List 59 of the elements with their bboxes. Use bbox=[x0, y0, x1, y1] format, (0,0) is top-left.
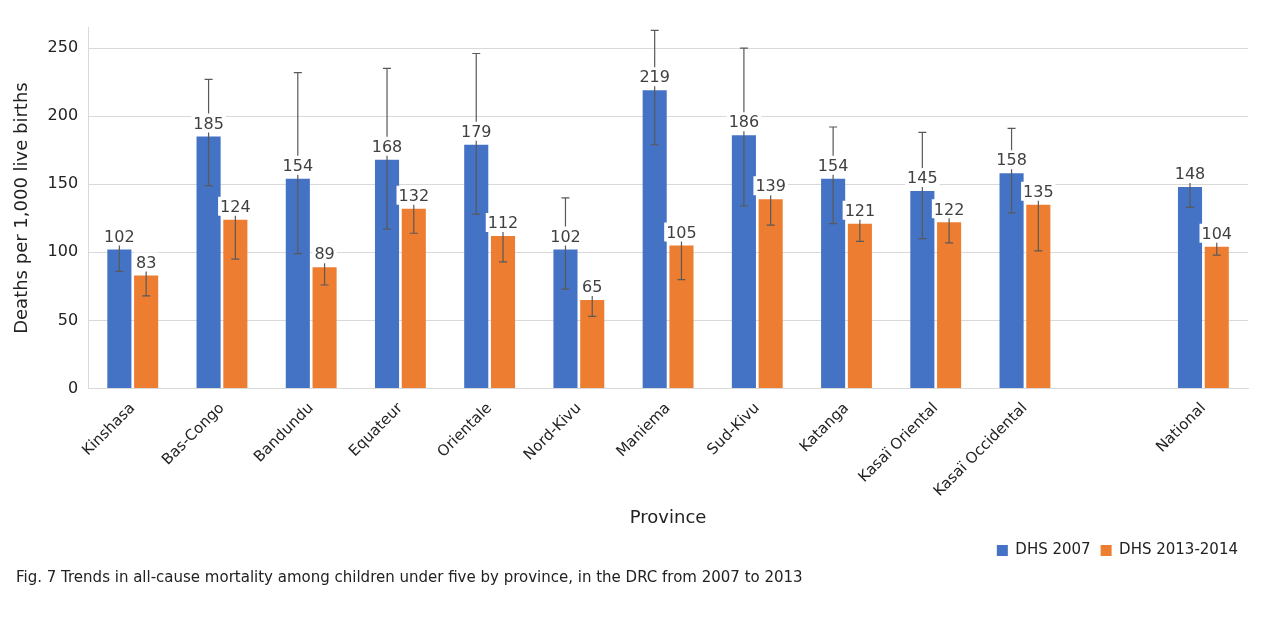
y-tick-label: 50 bbox=[57, 309, 79, 329]
bar bbox=[731, 135, 756, 389]
data-label: 145 bbox=[907, 168, 938, 188]
data-label: 135 bbox=[1023, 181, 1054, 201]
legend-label: DHS 2007 bbox=[1015, 540, 1091, 559]
data-label: 83 bbox=[135, 252, 157, 272]
data-label: 186 bbox=[728, 112, 760, 132]
bar bbox=[847, 223, 872, 389]
data-label: 112 bbox=[487, 213, 519, 233]
bar bbox=[1026, 204, 1051, 389]
data-label: 154 bbox=[817, 155, 849, 175]
caption: Fig. 7 Trends in all-cause mortality among children under five by province, in the DRC from 2007 to 2013 bbox=[15, 568, 804, 586]
data-label: 105 bbox=[666, 222, 697, 242]
data-label: 139 bbox=[755, 176, 786, 196]
data-label: 124 bbox=[220, 196, 251, 216]
bar bbox=[285, 178, 310, 389]
bar bbox=[134, 275, 159, 389]
bar bbox=[669, 245, 694, 389]
data-label: 154 bbox=[282, 155, 314, 175]
bar bbox=[464, 144, 489, 389]
y-tick-label: 200 bbox=[47, 105, 79, 125]
bar bbox=[401, 208, 426, 389]
data-label: 132 bbox=[398, 185, 430, 205]
data-label: 89 bbox=[314, 244, 335, 264]
data-label: 179 bbox=[460, 121, 492, 141]
y-tick-label: 0 bbox=[67, 377, 79, 397]
legend-label: DHS 2013-2014 bbox=[1119, 540, 1239, 559]
bar bbox=[374, 159, 400, 389]
bar bbox=[937, 222, 962, 389]
data-label: 102 bbox=[104, 226, 135, 246]
data-label: 121 bbox=[844, 200, 876, 220]
bar bbox=[490, 235, 516, 389]
bar bbox=[1177, 186, 1203, 389]
bar bbox=[821, 178, 846, 389]
y-tick-label: 250 bbox=[47, 37, 79, 57]
y-tick-label: 150 bbox=[47, 173, 79, 193]
data-label: 158 bbox=[996, 150, 1027, 170]
bar bbox=[107, 249, 132, 389]
bar bbox=[910, 191, 935, 389]
bar bbox=[553, 249, 578, 389]
y-tick-label: 100 bbox=[47, 241, 79, 261]
data-label: 148 bbox=[1174, 164, 1206, 184]
bar bbox=[223, 219, 248, 389]
data-label: 65 bbox=[582, 277, 603, 297]
x-axis-title: Province bbox=[629, 505, 707, 527]
data-label: 122 bbox=[933, 199, 965, 219]
bar bbox=[312, 267, 337, 389]
bar bbox=[642, 90, 667, 389]
bar bbox=[196, 136, 221, 389]
bar bbox=[580, 299, 605, 389]
data-label: 185 bbox=[193, 113, 224, 133]
y-axis-title: Deaths per 1,000 live births bbox=[10, 82, 32, 334]
data-label: 219 bbox=[639, 67, 670, 87]
bar bbox=[758, 199, 783, 389]
data-label: 168 bbox=[371, 136, 403, 156]
data-label: 104 bbox=[1201, 224, 1233, 244]
bar bbox=[1204, 246, 1229, 389]
data-label: 102 bbox=[550, 226, 581, 246]
bar bbox=[999, 173, 1024, 389]
